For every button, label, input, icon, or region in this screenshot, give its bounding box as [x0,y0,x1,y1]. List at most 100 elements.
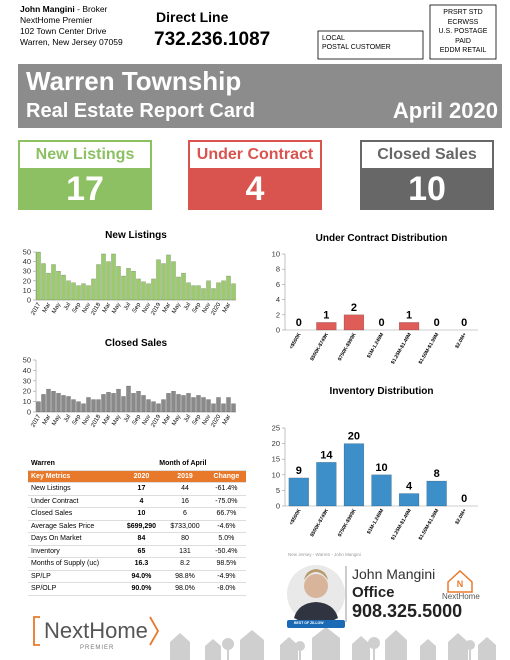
y-tick-label: 0 [27,408,31,417]
bar [86,397,91,413]
bar [191,397,196,413]
table-row: Months of Supply (uc) 16.3 8.2 98.5% [28,557,246,571]
y-tick-label: 0 [276,502,280,511]
bar [171,391,176,413]
agent-name: John Mangini [352,566,436,582]
bar [61,274,66,301]
bar [151,401,156,413]
data-label: 9 [296,465,302,477]
x-tick-label: Jul [183,414,192,424]
data-label: 0 [378,317,384,329]
bar [66,396,71,413]
bar [136,391,141,413]
data-label: 0 [296,317,302,329]
sender-role: - Broker [77,4,108,14]
bar [181,395,186,413]
bar [186,393,191,413]
x-tick-label: $2.0M+ [454,332,468,350]
x-tick-label: May [51,414,62,427]
bar [106,261,111,301]
address-box [317,30,424,60]
table-cell: Closed Sales [28,507,120,521]
bar [136,278,141,301]
table-row: New Listings 17 44 -61.4% [28,482,246,496]
x-tick-label: Nov [142,302,153,314]
data-label: 1 [323,309,329,321]
y-tick-label: 50 [23,356,31,365]
y-tick-label: 50 [23,248,31,257]
x-tick-label: Jul [183,302,192,312]
bar [226,275,231,301]
chart-title: New Listings [105,230,167,241]
stat-label: Closed Sales [362,142,492,168]
bar [426,480,447,507]
y-tick-label: 8 [276,265,280,274]
sender-street: 102 Town Center Drive [20,26,107,36]
bar [206,399,211,413]
table-cell: $733,000 [163,520,207,533]
table-cell: -4.9% [206,570,246,583]
bar [101,253,106,301]
postage-line: ECRWSS [447,18,479,26]
data-label: 4 [406,481,413,493]
bar [156,403,161,413]
data-label: 2 [351,302,357,314]
data-label: 1 [406,309,412,321]
bar [166,393,171,413]
bar [71,399,76,413]
x-tick-label: $1.50M-$1.99M [418,332,441,365]
table-cell: SP/LP [28,570,120,583]
x-tick-label: $1M-1.249M [366,508,385,535]
x-tick-label: Jul [63,302,72,312]
footer-logo [33,616,160,646]
agent-caption: New Jersey - Warren - John Mangini [288,552,361,557]
bar [116,266,121,301]
y-tick-label: 10 [272,470,280,479]
stat-label: New Listings [20,142,150,168]
bar [371,474,392,507]
y-tick-label: 10 [23,397,31,406]
bar [36,401,41,413]
addressee-line: POSTAL CUSTOMER [322,44,391,51]
agent-brand: NextHome [442,592,480,601]
postage-line: PAID [455,37,471,45]
bar [151,278,156,301]
table-cell: 131 [163,545,207,558]
table-cell: Average Sales Price [28,520,120,533]
bar [41,394,46,413]
x-tick-label: 2020 [210,413,222,428]
direct-phone: 732.236.1087 [154,29,271,50]
bar [201,288,206,301]
bar [121,396,126,413]
footer-tagline: PREMIER [80,645,115,651]
sender: John Mangini - Broker NextHome Premier 1… [20,4,123,48]
table-row: SP/OLP 90.0% 98.0% -8.0% [28,582,246,596]
bar [181,272,186,301]
bar [343,314,365,331]
x-tick-label: $500K-$749K [309,332,330,362]
bar [131,271,136,301]
bar [161,399,166,413]
x-tick-label: Mar [222,414,232,426]
table-cell: 66.7% [206,507,246,521]
bar [186,282,191,301]
y-tick-label: 10 [23,286,31,295]
table-cell: 90.0% [119,582,164,596]
bar [156,259,161,301]
sender-company: NextHome Premier [20,15,93,25]
y-tick-label: 5 [276,486,280,495]
bar [221,280,226,301]
table-cell: Months of Supply (uc) [28,557,120,571]
nexthome-icon [447,569,473,593]
table-header-row: Key Metrics 2020 2019 Change [28,470,246,483]
x-tick-label: May [111,302,122,315]
bar [96,264,101,301]
table-cell: 17 [119,482,164,496]
y-tick-label: 4 [276,295,280,304]
bar [231,403,236,413]
x-tick-label: <$500K [288,508,302,527]
x-tick-label: Mar [102,414,112,426]
data-label: 0 [461,493,467,505]
office-label: Office [352,584,395,601]
bar [91,399,96,413]
